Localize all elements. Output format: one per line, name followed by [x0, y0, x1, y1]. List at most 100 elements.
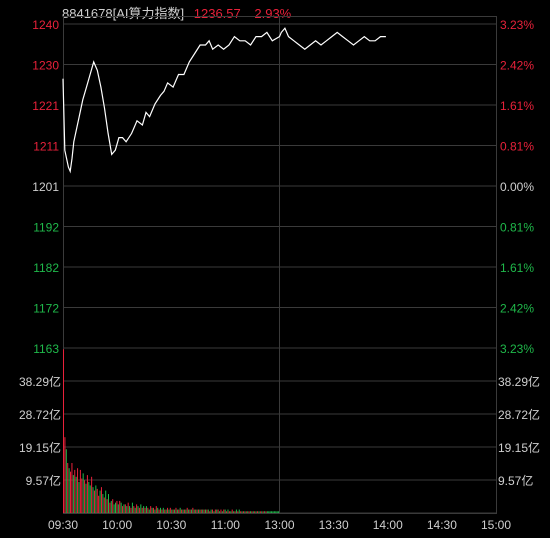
volume-bar [209, 511, 211, 513]
volume-tick-left-label: 38.29亿 [19, 374, 61, 389]
volume-bar [206, 509, 208, 513]
volume-bar [227, 509, 229, 513]
volume-bar [82, 473, 84, 513]
volume-bar [137, 506, 139, 513]
volume-bar [202, 509, 204, 513]
y-tick-right-label: 0.81% [500, 221, 534, 235]
volume-bar [242, 511, 244, 513]
volume-bar [271, 511, 273, 513]
volume-bar [86, 475, 88, 513]
y-tick-right-label: 1.61% [500, 261, 534, 275]
volume-bar [231, 509, 233, 513]
volume-bar [98, 495, 100, 513]
y-tick-right-label: 3.23% [500, 342, 534, 356]
volume-bar [154, 509, 156, 513]
y-tick-right-label: 0.00% [500, 180, 534, 194]
volume-tick-right-label: 28.72亿 [498, 407, 540, 422]
y-tick-left-label: 1192 [33, 221, 59, 235]
volume-bar [251, 511, 253, 513]
volume-bar [188, 509, 190, 513]
volume-bar [136, 504, 138, 513]
volume-bar [186, 507, 188, 513]
volume-bar [265, 511, 267, 513]
volume-bar [210, 509, 212, 513]
volume-bar [230, 511, 232, 513]
volume-bar [79, 469, 81, 513]
volume-bar [264, 511, 266, 513]
volume-bar [238, 509, 240, 513]
volume-bar [130, 507, 132, 513]
volume-bar [75, 476, 77, 513]
volume-bar [244, 511, 246, 513]
volume-bar [91, 476, 93, 513]
volume-bar [219, 511, 221, 513]
volume-bar [183, 509, 185, 513]
volume-bar [100, 487, 102, 513]
volume-bar [192, 507, 194, 513]
volume-bar [268, 511, 270, 513]
price-line [62, 27, 386, 174]
volume-bar [110, 500, 112, 513]
volume-bar [176, 509, 178, 513]
x-tick-label: 10:00 [102, 518, 132, 532]
volume-bar [77, 468, 79, 513]
volume-bar [175, 507, 177, 513]
volume-bar [257, 511, 259, 513]
volume-bar [70, 471, 72, 513]
volume-bar [116, 500, 118, 513]
volume-bar [85, 483, 87, 513]
volume-bar [64, 437, 66, 513]
y-tick-right-label: 3.23% [500, 18, 534, 32]
x-tick-label: 11:00 [211, 518, 240, 532]
volume-bar [247, 511, 249, 513]
volume-bar [72, 475, 74, 513]
volume-bar [143, 506, 145, 513]
volume-bar [224, 509, 226, 513]
volume-bar [113, 504, 115, 513]
volume-bar [119, 500, 121, 513]
change-percent: 2.93% [254, 6, 292, 21]
volume-bar [134, 507, 136, 513]
volume-bar [148, 509, 150, 513]
volume-bar [278, 511, 280, 513]
volume-bar [124, 504, 126, 513]
volume-bar [196, 509, 198, 513]
volume-bar [160, 507, 162, 513]
volume-bar [212, 509, 214, 513]
volume-bar [174, 509, 176, 513]
volume-bar [165, 509, 167, 513]
volume-bar [127, 502, 129, 513]
volume-bar [164, 509, 166, 513]
volume-bar [233, 511, 235, 513]
index-code-name: 8841678[AI算力指数] [62, 6, 185, 21]
volume-bar [68, 468, 70, 513]
volume-bar [129, 506, 131, 513]
volume-bar [122, 506, 124, 513]
volume-bar [115, 502, 117, 513]
volume-bar [193, 509, 195, 513]
volume-bar [74, 469, 76, 513]
x-tick-label: 15:00 [481, 518, 511, 532]
volume-bar [273, 511, 275, 513]
volume-bar [223, 509, 225, 513]
volume-bar [78, 481, 80, 513]
volume-bar [266, 511, 268, 513]
volume-bar [261, 511, 263, 513]
volume-bar [275, 511, 277, 513]
volume-bar [167, 507, 169, 513]
volume-bar [248, 511, 250, 513]
volume-bar [141, 507, 143, 513]
volume-bar [179, 507, 181, 513]
volume-bar [152, 507, 154, 513]
volume-bar [158, 509, 160, 513]
volume-bar [99, 490, 101, 513]
volume-bar [172, 509, 174, 513]
volume-bar [140, 504, 142, 513]
volume-bar [199, 509, 201, 513]
volume-bar [190, 509, 192, 513]
volume-bar [216, 509, 218, 513]
volume-bar [88, 481, 90, 513]
y-tick-left-label: 1211 [33, 140, 59, 154]
volume-bar [228, 511, 230, 513]
